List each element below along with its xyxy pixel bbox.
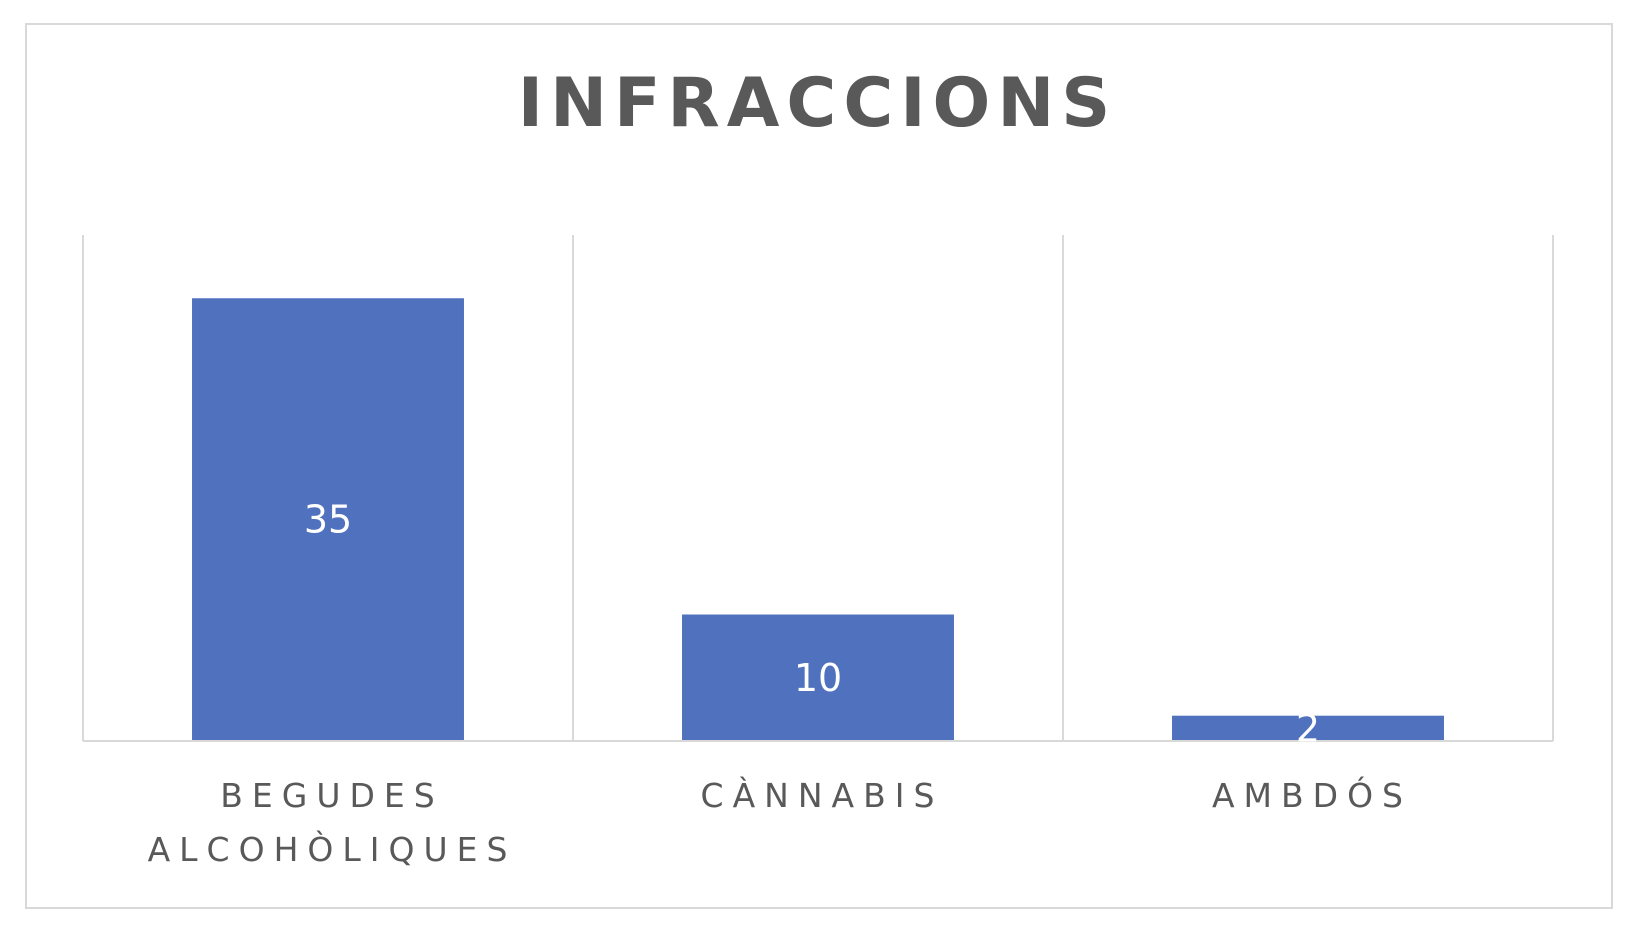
- x-tick-label: CÀNNABIS: [701, 775, 944, 815]
- data-label: 2: [1296, 706, 1320, 750]
- bar: [1172, 715, 1444, 741]
- bar: [682, 614, 954, 741]
- bar: [192, 298, 464, 741]
- data-label: 35: [304, 498, 352, 542]
- chart-title: INFRACCIONS: [517, 64, 1118, 143]
- x-tick-label: AMBDÓS: [1212, 775, 1412, 815]
- data-label: 10: [794, 656, 842, 700]
- x-tick-label: BEGUDES: [220, 776, 443, 815]
- x-tick-label: ALCOHÒLIQUES: [148, 829, 517, 869]
